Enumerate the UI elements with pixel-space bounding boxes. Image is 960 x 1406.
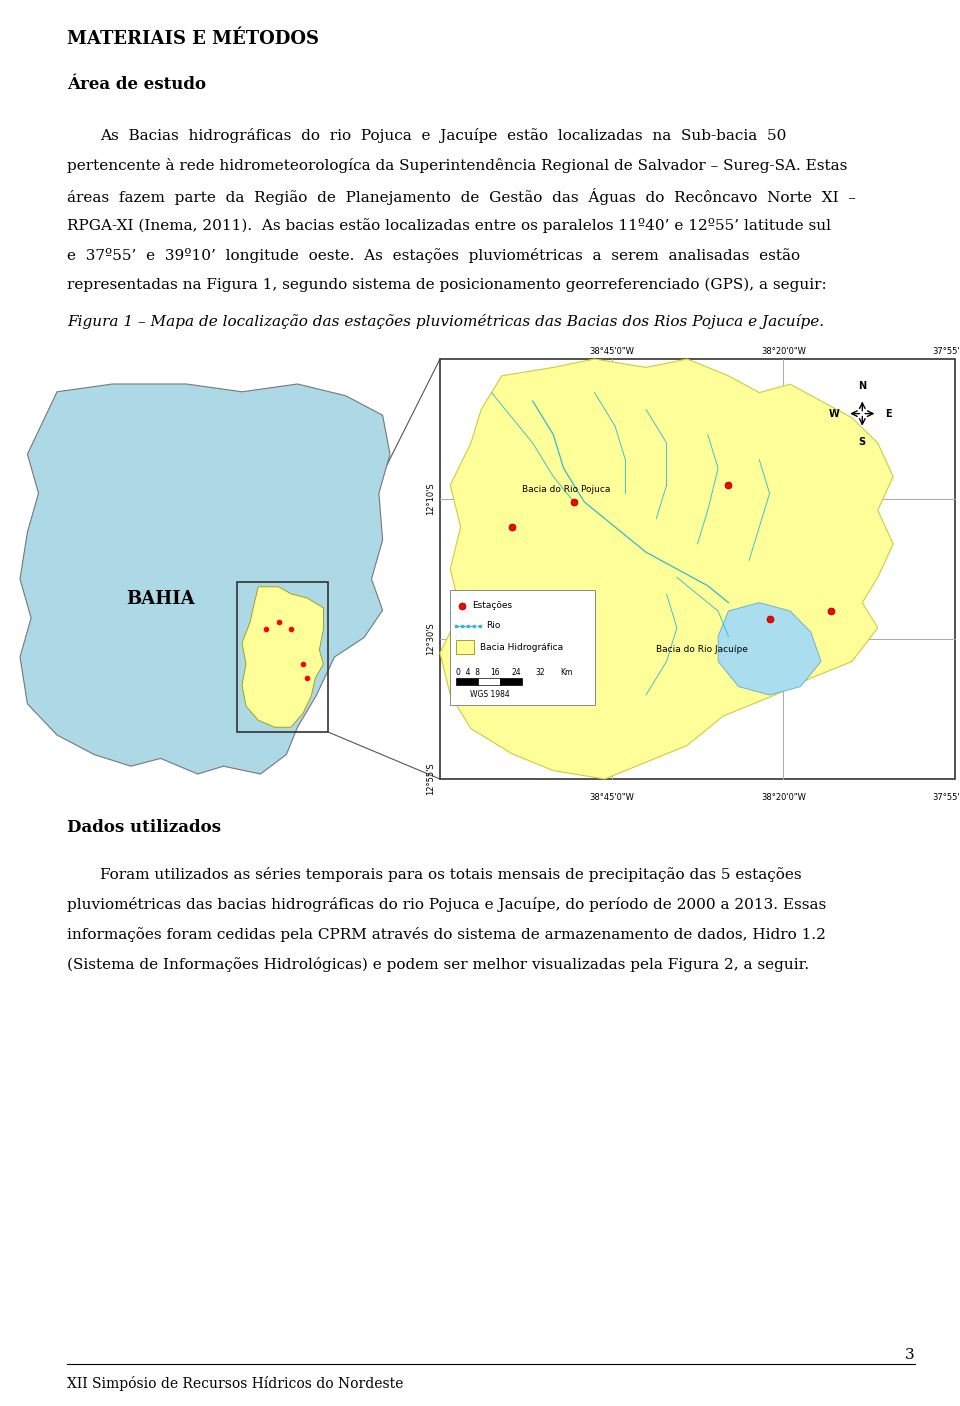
Text: e  37º55’  e  39º10’  longitude  oeste.  As  estações  pluviométricas  a  serem : e 37º55’ e 39º10’ longitude oeste. As es… [67, 247, 800, 263]
Text: E: E [885, 409, 892, 419]
Text: Km: Km [560, 668, 572, 678]
Text: 38°20'0"W: 38°20'0"W [761, 347, 805, 356]
Text: WGS 1984: WGS 1984 [470, 690, 510, 699]
Text: 24: 24 [512, 668, 521, 678]
Text: 37°55'0"W: 37°55'0"W [932, 347, 960, 356]
Text: Foram utilizados as séries temporais para os totais mensais de precipitação das : Foram utilizados as séries temporais par… [100, 868, 802, 882]
Text: informações foram cedidas pela CPRM através do sistema de armazenamento de dados: informações foram cedidas pela CPRM atra… [67, 927, 826, 942]
Text: Bacia do Rio Pojuca: Bacia do Rio Pojuca [522, 485, 611, 494]
Text: 38°45'0"W: 38°45'0"W [589, 793, 635, 801]
Text: W: W [828, 409, 839, 419]
Text: Bacia do Rio Jacuípe: Bacia do Rio Jacuípe [657, 644, 748, 654]
Polygon shape [440, 359, 893, 779]
Text: N: N [858, 381, 866, 391]
Bar [450, 591, 595, 704]
Text: pluviométricas das bacias hidrográficas do rio Pojuca e Jacuípe, do período de 2: pluviométricas das bacias hidrográficas … [67, 897, 827, 912]
Text: 3: 3 [905, 1348, 915, 1362]
Text: RPGA-XI (Inema, 2011).  As bacias estão localizadas entre os paralelos 11º40’ e : RPGA-XI (Inema, 2011). As bacias estão l… [67, 218, 831, 233]
Bar [456, 678, 478, 685]
Polygon shape [20, 384, 390, 773]
Text: 38°20'0"W: 38°20'0"W [761, 793, 805, 801]
Text: Bacia Hidrográfica: Bacia Hidrográfica [480, 643, 564, 651]
Text: áreas  fazem  parte  da  Região  de  Planejamento  de  Gestão  das  Águas  do  R: áreas fazem parte da Região de Planejame… [67, 188, 856, 205]
Text: 32: 32 [535, 668, 544, 678]
Text: 12°55'S: 12°55'S [426, 762, 435, 796]
Text: Figura 1 – Mapa de localização das estações pluviométricas das Bacias dos Rios P: Figura 1 – Mapa de localização das estaç… [67, 314, 824, 329]
Text: 0  4  8: 0 4 8 [456, 668, 480, 678]
Text: Dados utilizados: Dados utilizados [67, 820, 221, 837]
Bar [456, 640, 474, 654]
Polygon shape [242, 586, 324, 727]
Text: Área de estudo: Área de estudo [67, 76, 206, 93]
Text: 12°10'S: 12°10'S [426, 482, 435, 516]
Text: 16: 16 [490, 668, 499, 678]
Bar [478, 678, 500, 685]
Polygon shape [718, 603, 821, 695]
Text: pertencente à rede hidrometeorologíca da Superintendência Regional de Salvador –: pertencente à rede hidrometeorologíca da… [67, 157, 848, 173]
Text: Estações: Estações [472, 602, 512, 610]
Text: As  Bacias  hidrográficas  do  rio  Pojuca  e  Jacuípe  estão  localizadas  na  : As Bacias hidrográficas do rio Pojuca e … [100, 128, 786, 143]
Text: Rio: Rio [486, 621, 500, 630]
Bar [440, 359, 955, 779]
Text: 38°45'0"W: 38°45'0"W [589, 347, 635, 356]
Text: 12°30'S: 12°30'S [426, 623, 435, 655]
Text: MATERIAIS E MÉTODOS: MATERIAIS E MÉTODOS [67, 30, 319, 48]
Bar [500, 678, 522, 685]
Text: representadas na Figura 1, segundo sistema de posicionamento georreferenciado (G: representadas na Figura 1, segundo siste… [67, 278, 827, 292]
Text: XII Simpósio de Recursos Hídricos do Nordeste: XII Simpósio de Recursos Hídricos do Nor… [67, 1376, 403, 1391]
Text: 37°55'0"W: 37°55'0"W [932, 793, 960, 801]
Text: BAHIA: BAHIA [126, 589, 195, 607]
Bar [237, 582, 328, 733]
Text: (Sistema de Informações Hidrológicas) e podem ser melhor visualizadas pela Figur: (Sistema de Informações Hidrológicas) e … [67, 957, 809, 972]
Text: S: S [859, 437, 866, 447]
